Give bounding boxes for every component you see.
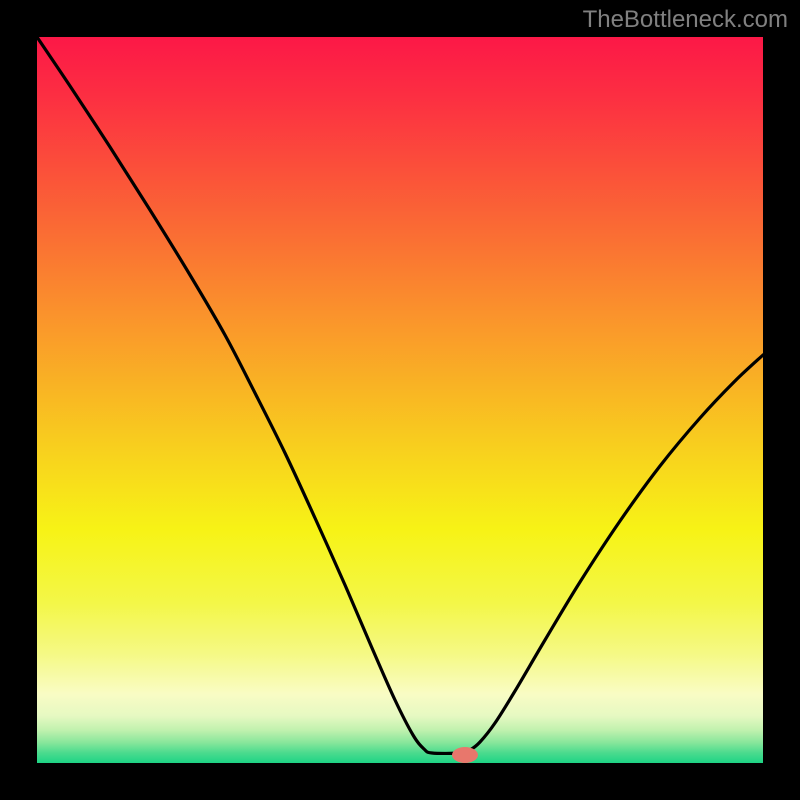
watermark-text: TheBottleneck.com bbox=[583, 6, 788, 34]
optimal-point-marker bbox=[452, 747, 478, 763]
plot-area-gradient bbox=[37, 37, 763, 763]
bottleneck-chart bbox=[0, 0, 800, 800]
chart-stage: TheBottleneck.com bbox=[0, 0, 800, 800]
